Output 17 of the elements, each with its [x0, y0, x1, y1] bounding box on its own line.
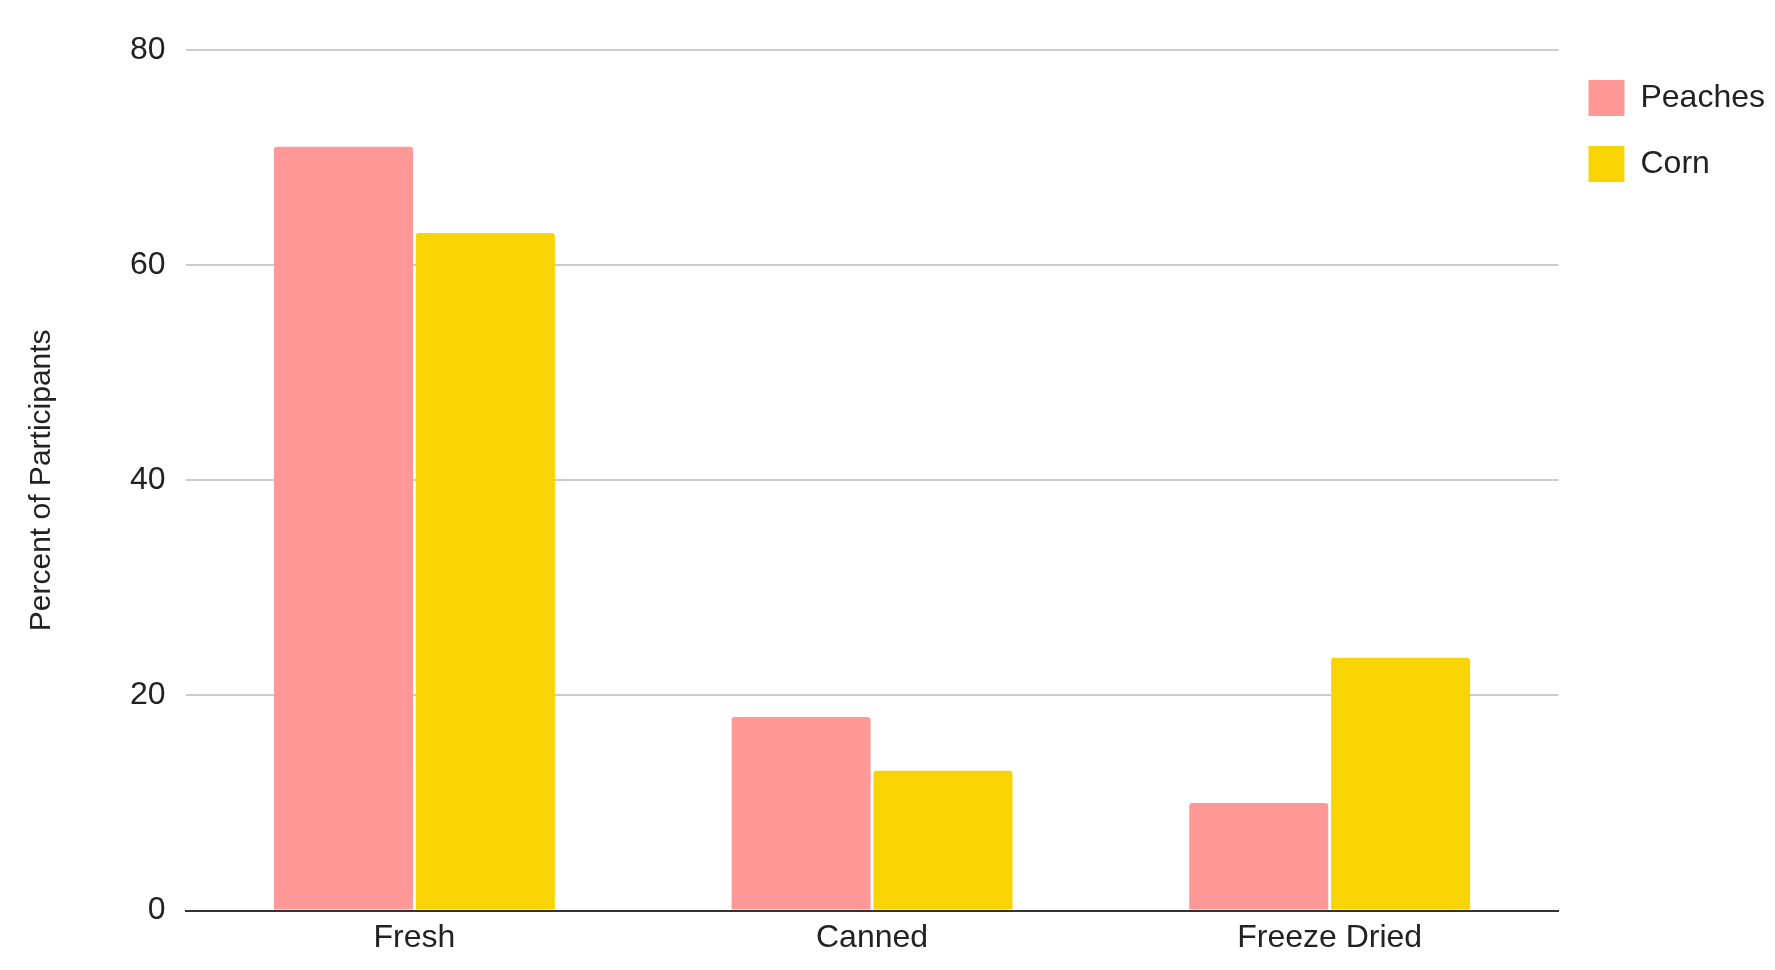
legend-label: Corn: [1640, 143, 1710, 180]
y-axis-title: Percent of Participants: [23, 329, 57, 632]
bar: [873, 770, 1013, 910]
y-tick-label: 60: [130, 244, 166, 281]
bar: [1331, 657, 1471, 910]
bar: [415, 232, 555, 910]
x-tick-label: Canned: [815, 917, 929, 954]
y-tick-label: 0: [147, 890, 166, 927]
x-tick-label: Fresh: [373, 917, 456, 954]
x-tick-label: Freeze Dried: [1237, 917, 1423, 954]
y-tick-label: 40: [130, 460, 166, 497]
legend-label: Peaches: [1640, 77, 1765, 114]
y-tick-label: 20: [130, 675, 166, 712]
y-tick-label: 80: [130, 29, 166, 66]
bar: [1189, 803, 1329, 910]
bar: [731, 716, 871, 910]
bar: [273, 146, 413, 910]
